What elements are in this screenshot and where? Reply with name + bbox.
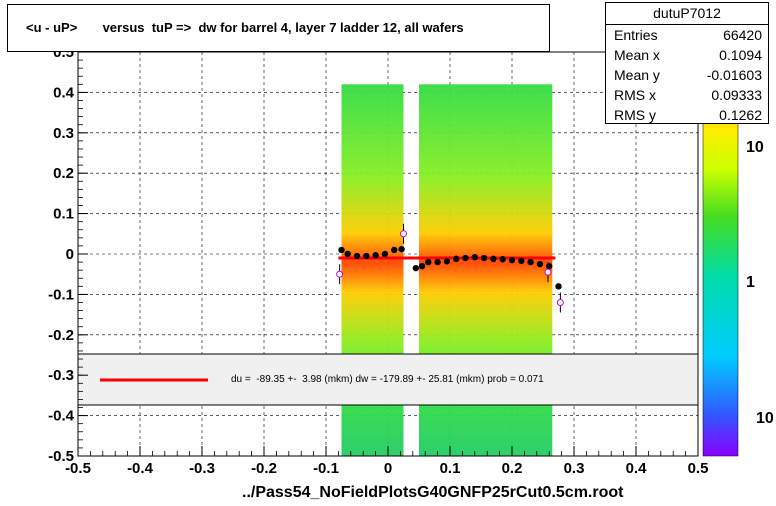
y-tick-label: 0.2 [53, 165, 74, 182]
profile-point [508, 256, 516, 264]
profile-point [381, 250, 389, 258]
profile-point [462, 254, 469, 262]
stats-row-entries: Entries 66420 [606, 25, 768, 45]
z-tick-label: 10 [746, 139, 764, 156]
y-tick-label: 0.3 [53, 125, 74, 142]
profile-point [338, 246, 345, 254]
profile-point [518, 257, 525, 265]
stats-key: Mean y [614, 67, 660, 83]
file-name-footer: ../Pass54_NoFieldPlotsG40GNFP25rCut0.5cm… [242, 484, 624, 501]
profile-point [480, 254, 488, 262]
x-tick-label: 0.4 [626, 460, 648, 477]
profile-point [425, 258, 432, 266]
y-tick-label: -0.3 [48, 367, 74, 384]
stats-box: dutuP7012 Entries 66420 Mean x 0.1094 Me… [605, 2, 769, 124]
z-tick-label: 1 [746, 274, 755, 291]
profile-point [471, 254, 478, 261]
profile-point [490, 255, 497, 263]
profile-point [434, 258, 441, 266]
stats-key: Entries [614, 27, 658, 43]
y-tick-label: 0.4 [53, 84, 75, 101]
profile-point [453, 255, 460, 263]
stats-key: Mean x [614, 47, 660, 63]
chart-title-box: <u - uP> versus tuP => dw for barrel 4, … [7, 4, 550, 52]
stats-row-mean-x: Mean x 0.1094 [606, 45, 768, 65]
x-tick-label: -0.3 [189, 460, 215, 477]
profile-point [443, 258, 451, 265]
outlier-point [556, 298, 564, 306]
stats-key: RMS y [614, 107, 656, 123]
x-tick-label: 0 [384, 460, 392, 477]
profile-point [418, 262, 426, 270]
fit-result-text: du = -89.35 +- 3.98 (mkm) dw = -179.89 +… [231, 374, 544, 385]
outlier-point [400, 230, 407, 238]
profile-point [391, 246, 398, 254]
profile-point [344, 250, 351, 258]
chart-title: <u - uP> versus tuP => dw for barrel 4, … [26, 20, 464, 35]
x-tick-label: -0.4 [127, 460, 154, 477]
stats-value: -0.01603 [706, 67, 762, 83]
x-tick-label: -0.2 [251, 460, 277, 477]
axes: -0.5 -0.4 -0.3 -0.2 -0.1 0 0.1 0.2 0.3 0.4 0.5 -0.5… [48, 44, 708, 477]
stats-key: RMS x [614, 87, 656, 103]
profile-points [336, 223, 564, 313]
profile-point [398, 245, 405, 253]
y-tick-label: -0.2 [48, 327, 74, 344]
profile-point [546, 262, 553, 270]
stats-row-rms-y: RMS y 0.1262 [606, 105, 768, 125]
x-tick-label: 0.2 [502, 460, 523, 477]
y-tick-label: 0 [66, 246, 74, 263]
x-tick-label: 0.1 [440, 460, 461, 477]
stats-row-mean-y: Mean y -0.01603 [606, 65, 768, 85]
stats-value: 0.1262 [719, 107, 762, 123]
x-tick-label: 0.3 [564, 460, 585, 477]
outlier-point [336, 270, 344, 278]
y-tick-label: -0.1 [48, 286, 74, 303]
y-tick-label: 0.1 [53, 206, 74, 223]
y-tick-label: -0.4 [48, 408, 75, 425]
profile-point [499, 256, 506, 263]
x-tick-label: -0.1 [313, 460, 339, 477]
profile-point [353, 252, 361, 260]
profile-point [536, 260, 544, 268]
x-tick-label: -0.5 [65, 460, 91, 477]
z-color-scale [702, 57, 739, 457]
profile-point [372, 252, 379, 259]
profile-point [555, 283, 562, 290]
profile-point [527, 258, 534, 266]
stats-value: 0.09333 [711, 87, 762, 103]
z-tick-label: 10 [756, 410, 774, 427]
stats-value: 0.1094 [719, 47, 762, 63]
outlier-point [544, 268, 552, 276]
profile-point [412, 264, 420, 272]
stats-row-rms-x: RMS x 0.09333 [606, 85, 768, 105]
stats-title: dutuP7012 [606, 3, 768, 25]
x-tick-label: 0.5 [688, 460, 709, 477]
y-tick-label: -0.5 [48, 448, 74, 465]
stats-value: 66420 [723, 27, 762, 43]
profile-point [363, 252, 370, 260]
